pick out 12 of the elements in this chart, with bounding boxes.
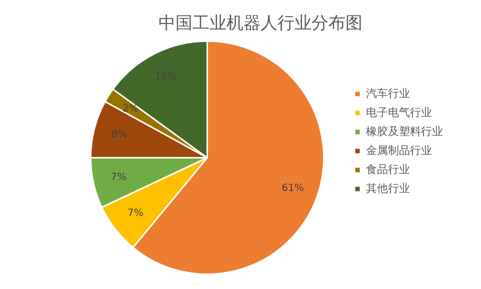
legend-label: 金属制品行业 — [366, 144, 432, 157]
data-label: 8% — [111, 130, 128, 141]
data-label: 2% — [122, 104, 138, 115]
data-label: 61% — [282, 183, 304, 194]
legend-label: 其他行业 — [366, 182, 410, 195]
chart-title: 中国工业机器人行业分布图 — [158, 14, 362, 34]
legend-label: 食品行业 — [366, 162, 410, 176]
legend-label: 电子电气行业 — [366, 106, 432, 119]
data-label: 7% — [110, 172, 126, 184]
data-label: 7% — [127, 208, 144, 220]
legend-label: 汽车行业 — [366, 86, 410, 100]
legend-label: 橡胶及塑料行业 — [366, 124, 443, 138]
